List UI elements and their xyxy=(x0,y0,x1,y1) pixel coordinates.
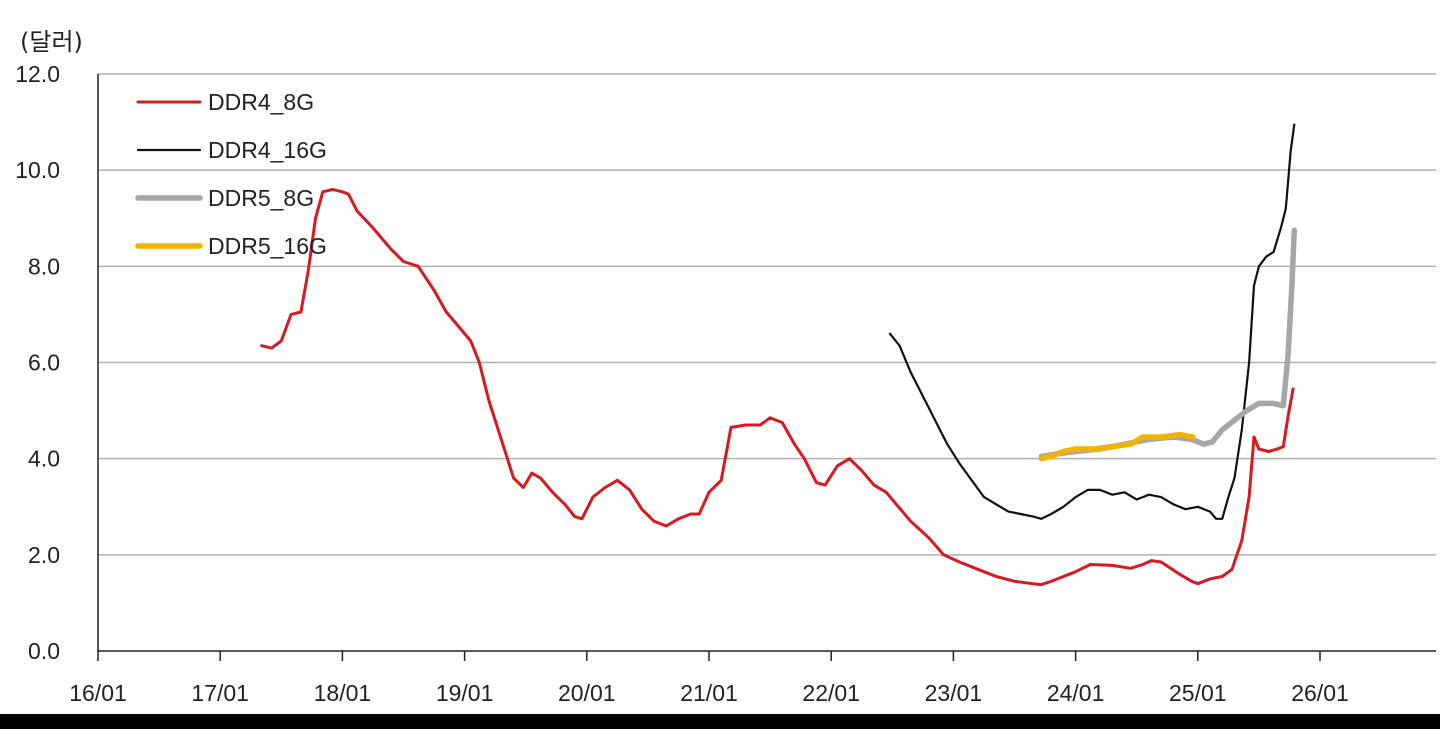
series-layer xyxy=(260,123,1298,587)
x-tick-label: 19/01 xyxy=(436,680,494,706)
y-axis-unit-label: (달러) xyxy=(20,28,83,56)
series-line-ddr4-8g xyxy=(260,187,1295,587)
series-line-ddr4-16g xyxy=(888,123,1296,520)
x-tick-label: 22/01 xyxy=(802,680,860,706)
x-tick-label: 23/01 xyxy=(925,680,983,706)
y-tick-label: 6.0 xyxy=(28,350,60,376)
x-tick-label: 17/01 xyxy=(191,680,249,706)
bottom-black-bar xyxy=(0,714,1440,729)
x-tick-label: 25/01 xyxy=(1169,680,1227,706)
legend-label: DDR5_16G xyxy=(208,233,327,259)
y-tick-label: 2.0 xyxy=(28,542,60,568)
x-tick-label: 18/01 xyxy=(314,680,372,706)
x-tick-label: 21/01 xyxy=(680,680,738,706)
legend: DDR4_8G DDR4_16G DDR5_8G DDR5_16G xyxy=(135,89,327,259)
y-tick-label: 12.0 xyxy=(15,61,60,87)
x-tick-label: 20/01 xyxy=(558,680,616,706)
y-tick-label: 8.0 xyxy=(28,253,60,279)
y-tick-label: 0.0 xyxy=(28,638,60,664)
grid-layer xyxy=(98,73,1436,556)
x-tick-label: 16/01 xyxy=(69,680,127,706)
y-tick-label: 10.0 xyxy=(15,157,60,183)
y-tick-label: 4.0 xyxy=(28,446,60,472)
legend-label: DDR4_8G xyxy=(208,89,314,115)
series-line-ddr5-16g xyxy=(1038,431,1196,462)
legend-label: DDR4_16G xyxy=(208,137,327,163)
x-tick-label: 24/01 xyxy=(1047,680,1105,706)
x-tick-label: 26/01 xyxy=(1291,680,1349,706)
series-line-ddr5-8g xyxy=(1038,227,1298,460)
legend-label: DDR5_8G xyxy=(208,185,314,211)
axis-layer: 0.0 2.0 4.0 6.0 8.0 10.0 12.0 16/01 17/01 18/01 19… xyxy=(15,61,1436,706)
